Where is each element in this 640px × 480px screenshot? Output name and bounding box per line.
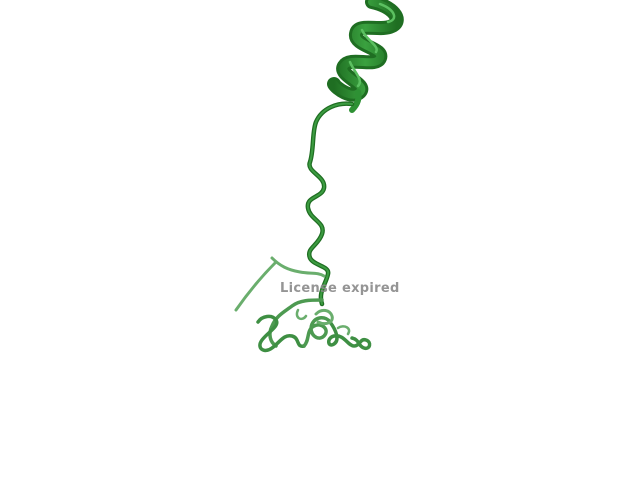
license-watermark: License expired	[280, 281, 400, 296]
alpha-helix	[327, 0, 404, 113]
disordered-coil-region	[234, 256, 372, 353]
coil-strand	[305, 101, 355, 307]
